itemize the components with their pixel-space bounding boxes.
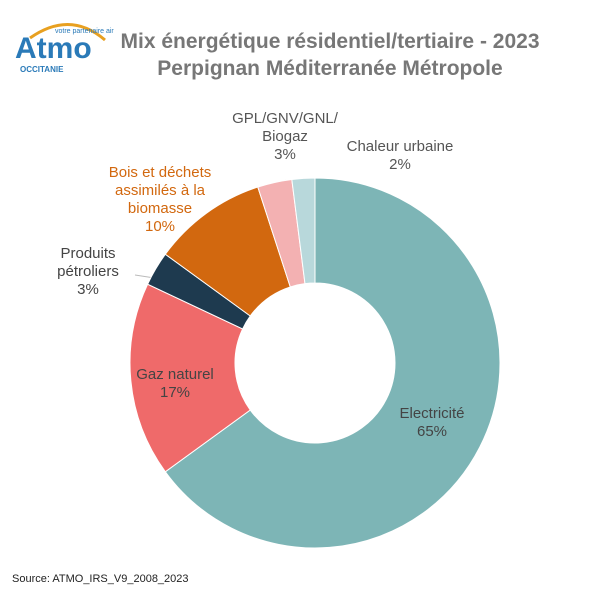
slice-label: Gaz naturel 17% bbox=[136, 366, 214, 402]
logo-region: OCCITANIE bbox=[20, 65, 64, 74]
value-label: 2% bbox=[389, 156, 411, 173]
value-label: 10% bbox=[144, 218, 176, 235]
slice bbox=[164, 177, 501, 549]
slice bbox=[291, 177, 316, 285]
chart-title: Mix énergétique résidentiel/tertiaire - … bbox=[120, 30, 540, 53]
slice-label: Chaleur urbaine 2% bbox=[347, 138, 454, 174]
source: Source: ATMO_IRS_V9_2008_2023 bbox=[12, 573, 189, 585]
value-label: 65% bbox=[416, 423, 448, 440]
category-name: Electricité bbox=[399, 405, 465, 422]
slice-label: GPL/GNV/GNL/ Biogaz 3% bbox=[232, 110, 338, 164]
category-name: GPL/GNV/GNL/ Biogaz bbox=[232, 110, 338, 145]
slice-label: Bois et déchets assimilés à la biomasse 1… bbox=[109, 164, 212, 236]
category-name: Chaleur urbaine bbox=[346, 138, 454, 155]
value-label: 3% bbox=[274, 146, 296, 163]
category-name: Gaz naturel bbox=[136, 366, 214, 383]
chart-subtitle: Perpignan Méditerranée Métropole bbox=[157, 57, 503, 80]
logo-name: Atmo bbox=[15, 32, 92, 65]
category-name: Bois et déchets assimilés à la biomasse bbox=[108, 164, 212, 217]
slice-label: Electricité 65% bbox=[399, 405, 464, 441]
value-label: 3% bbox=[77, 281, 99, 298]
logo-swoosh bbox=[29, 23, 106, 42]
slice-label: Produits pétroliers 3% bbox=[57, 245, 119, 299]
logo-tagline: votre partenaire air bbox=[55, 28, 114, 35]
slice bbox=[129, 283, 251, 473]
category-name: Produits pétroliers bbox=[57, 245, 119, 280]
value-label: 17% bbox=[159, 384, 191, 401]
